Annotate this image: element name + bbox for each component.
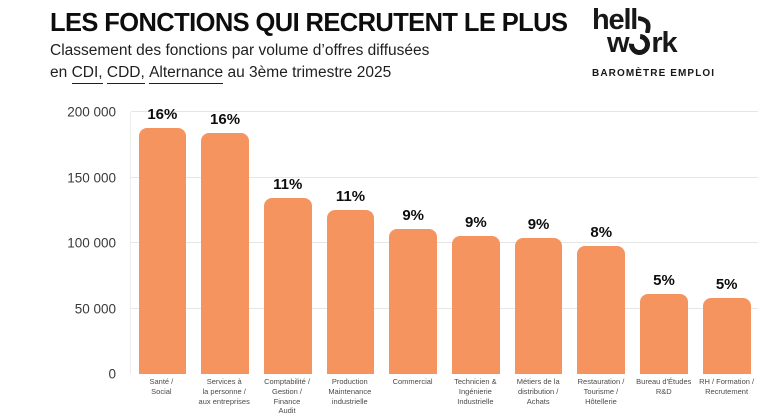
- gridline-150000: [131, 176, 758, 178]
- y-tick-label: 0: [108, 366, 116, 382]
- bar-chart: 0 50 000 100 000 150 000 200 000 16% 16% 11% 11…: [42, 105, 758, 415]
- logo-word-top: hell: [592, 6, 712, 35]
- category-label: Restauration / Tourisme / Hôtellerie: [577, 377, 625, 406]
- subtitle-line1: Classement des fonctions par volume d’of…: [50, 42, 430, 59]
- bar-column: 11%: [256, 112, 319, 374]
- bar: [514, 237, 563, 374]
- bar-column: 16%: [194, 110, 257, 374]
- bar-value-label: 9%: [402, 207, 424, 225]
- category-label: Comptabilité / Gestion / Finance Audit: [264, 377, 310, 416]
- bar: [389, 229, 437, 374]
- page-title: LES FONCTIONS QUI RECRUTENT LE PLUS: [50, 7, 568, 37]
- bar-column: 5%: [695, 112, 758, 374]
- underlined-term-cdd: CDD,: [106, 64, 145, 84]
- logo-text-hell: hell: [592, 4, 638, 36]
- category-label: Métiers de la distribution / Achats: [516, 377, 560, 406]
- bar-value-label: 8%: [590, 224, 613, 242]
- subtitle-prefix: en: [50, 64, 68, 81]
- bar: [640, 294, 688, 374]
- category-label: RH / Formation / Recrutement: [699, 377, 755, 396]
- logo-text-w: w: [607, 27, 630, 59]
- bar-value-label: 11%: [335, 188, 366, 206]
- bar-column: 9%: [382, 112, 445, 374]
- bar-value-label: 9%: [465, 214, 487, 232]
- subtitle-suffix: au 3ème trimestre 2025: [227, 64, 392, 81]
- logo-text-rk: rk: [651, 27, 677, 59]
- bar-value-label: 9%: [527, 215, 550, 233]
- underlined-term-cdi: CDI,: [71, 64, 103, 84]
- bar: [263, 198, 312, 374]
- hellowork-logo: hell w rk BAROMÈTRE EMPLOI: [592, 6, 716, 80]
- y-tick-label: 200 000: [67, 104, 116, 120]
- gridline-100000: [131, 242, 758, 243]
- underlined-term-alternance: Alternance: [149, 64, 224, 84]
- bar-column: 9%: [507, 112, 570, 374]
- bar-column: 11%: [319, 112, 382, 374]
- category-label: Santé / Social: [149, 377, 174, 396]
- logo-tagline: BAROMÈTRE EMPLOI: [592, 68, 716, 79]
- bar-value-label: 5%: [715, 276, 738, 294]
- bar: [201, 132, 249, 374]
- bar: [452, 236, 500, 374]
- bar: [138, 127, 187, 374]
- category-label: Services à la personne / aux entreprises: [198, 377, 250, 406]
- gridline-50000: [131, 307, 758, 309]
- y-tick-label: 150 000: [67, 170, 116, 185]
- category-label: Commercial: [392, 377, 433, 386]
- bar: [702, 298, 751, 374]
- y-tick-label: 100 000: [67, 235, 116, 251]
- bar-column: 9%: [445, 112, 508, 374]
- logo-hook-icon: [638, 16, 651, 33]
- bars-row: 16% 16% 11% 11% 9% 9% 9% 8% 5% 5%: [131, 106, 758, 374]
- logo-word-bottom: w rk: [607, 29, 712, 60]
- bar-column: 5%: [633, 112, 696, 374]
- y-axis: 0 50 000 100 000 150 000 200 000: [42, 105, 130, 382]
- subtitle-line2: en CDI, CDD, Alternance au 3ème trimestr…: [50, 64, 391, 84]
- bar-value-label: 5%: [653, 272, 675, 290]
- category-label: Production Maintenance industrielle: [328, 377, 372, 406]
- category-label: Bureau d'Études R&D: [636, 377, 692, 396]
- bar: [577, 246, 626, 374]
- bar-column: 16%: [131, 106, 194, 374]
- plot-area: 16% 16% 11% 11% 9% 9% 9% 8% 5% 5%: [130, 106, 758, 374]
- bar: [326, 210, 375, 374]
- bar-value-label: 16%: [147, 105, 178, 123]
- x-axis-labels: Santé / Social Services à la personne / a…: [130, 377, 758, 416]
- bar-value-label: 11%: [273, 176, 303, 194]
- gridline-200000: [131, 111, 758, 112]
- category-label: Technicien & Ingénierie Industrielle: [454, 377, 497, 406]
- bar-column: 8%: [570, 112, 633, 374]
- y-tick-label: 50 000: [74, 301, 116, 316]
- bar-value-label: 16%: [210, 110, 241, 128]
